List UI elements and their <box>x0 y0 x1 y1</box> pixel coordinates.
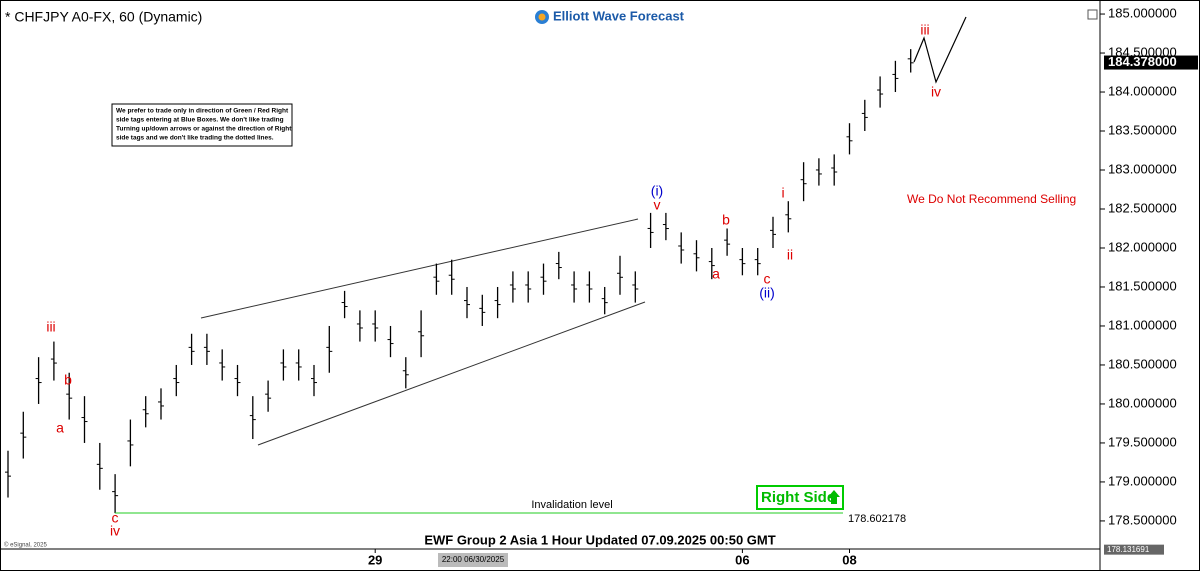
wave-label: ii <box>787 247 793 263</box>
x-tick-label: 06 <box>735 552 749 567</box>
axis-low-tag <box>1104 544 1164 555</box>
x-tick-label: 08 <box>842 552 856 567</box>
wave-label: i <box>781 185 784 201</box>
wedge-lower <box>257 301 646 446</box>
y-tick-label: 180.000000 <box>1108 395 1177 410</box>
wave-label: v <box>654 197 661 213</box>
y-tick-label: 184.000000 <box>1108 83 1177 98</box>
axis-low-label: 178.131691 <box>1107 545 1150 554</box>
invalidation-label: Invalidation level <box>531 499 612 511</box>
right-side-label: Right Side <box>761 489 835 506</box>
wave-label: (ii) <box>759 285 775 301</box>
wave-label: c <box>112 510 119 526</box>
logo-icon-core <box>538 13 546 21</box>
wave-label: b <box>64 372 72 388</box>
y-tick-label: 182.500000 <box>1108 200 1177 215</box>
wave-label: iii <box>920 22 929 38</box>
y-tick-label: 179.000000 <box>1108 473 1177 488</box>
copyright: © eSignal, 2025 <box>4 542 47 549</box>
wave-label: iv <box>931 84 941 100</box>
note-line: Turning up/down arrows or against the di… <box>116 126 292 133</box>
cursor-label: 22:00 06/30/2025 <box>442 555 505 564</box>
right-side-box <box>756 485 844 510</box>
y-tick-label: 182.000000 <box>1108 239 1177 254</box>
y-tick-label: 179.500000 <box>1108 434 1177 449</box>
y-tick-label: 183.500000 <box>1108 122 1177 137</box>
invalidation-value: 178.602178 <box>848 513 906 525</box>
wave-label: c <box>764 271 771 287</box>
y-tick-label: 181.000000 <box>1108 317 1177 332</box>
y-tick-label: 180.500000 <box>1108 356 1177 371</box>
note-line: side tags and we don't like trading the … <box>116 135 274 142</box>
y-tick-label: 185.000000 <box>1108 5 1177 20</box>
note-box <box>111 103 293 147</box>
brand: Elliott Wave Forecast <box>553 8 685 23</box>
footer: EWF Group 2 Asia 1 Hour Updated 07.09.20… <box>424 532 775 547</box>
note-line: We prefer to trade only in direction of … <box>116 108 289 115</box>
window-button[interactable] <box>1087 9 1098 20</box>
cursor-label-box <box>438 553 508 567</box>
projection-path <box>913 16 967 84</box>
wave-label: a <box>712 266 720 282</box>
chart-title: * CHFJPY A0-FX, 60 (Dynamic) <box>5 9 202 25</box>
wave-label: a <box>56 420 64 436</box>
y-tick-label: 181.500000 <box>1108 278 1177 293</box>
wedge-upper <box>200 218 639 319</box>
y-tick-label: 183.000000 <box>1108 161 1177 176</box>
wave-label: b <box>722 212 730 228</box>
right-side-arrow <box>828 490 840 504</box>
last-price-tag <box>1104 55 1198 70</box>
wave-label: iii <box>46 319 55 335</box>
wave-label: (i) <box>651 183 663 199</box>
advice: We Do Not Recommend Selling <box>907 192 1076 206</box>
wave-label: iv <box>110 523 120 539</box>
x-tick-label: 29 <box>368 552 382 567</box>
note-line: side tags entering at Blue Boxes. We don… <box>116 117 284 124</box>
last-price-label: 184.378000 <box>1108 54 1177 69</box>
y-tick-label: 178.500000 <box>1108 512 1177 527</box>
